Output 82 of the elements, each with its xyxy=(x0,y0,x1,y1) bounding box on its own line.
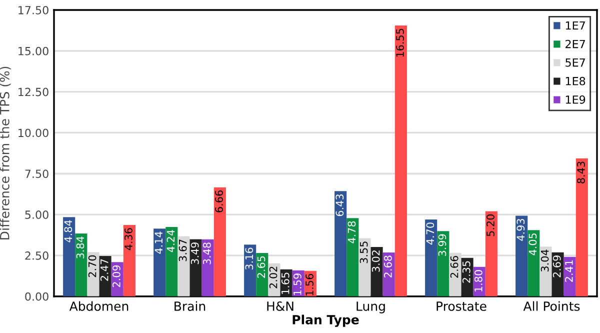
bar xyxy=(576,158,588,296)
bar xyxy=(370,246,383,296)
bar xyxy=(99,256,112,296)
bar xyxy=(190,239,202,296)
bar xyxy=(346,218,359,296)
data-label: 3.04 xyxy=(540,250,549,272)
data-label: 1.59 xyxy=(293,274,302,295)
y-tick-label: 2.50 xyxy=(25,251,48,260)
bar xyxy=(334,191,347,296)
data-label: 3.99 xyxy=(438,234,446,256)
data-label: 2.65 xyxy=(257,256,266,278)
data-label: 3.49 xyxy=(190,242,199,264)
data-label: 3.67 xyxy=(178,240,187,262)
bar xyxy=(63,217,76,296)
data-label: 4.93 xyxy=(516,218,525,241)
bar xyxy=(540,246,552,296)
data-label: 1.56 xyxy=(306,274,314,296)
data-label: 2.70 xyxy=(88,255,96,278)
bar xyxy=(123,225,136,296)
legend-label: 1E7 xyxy=(566,21,585,30)
bar xyxy=(528,230,540,296)
data-label: 8.43 xyxy=(577,162,585,184)
data-label: 1.65 xyxy=(281,272,290,294)
data-label: 2.69 xyxy=(552,256,561,278)
bar xyxy=(244,244,256,296)
data-label: 3.02 xyxy=(372,250,380,272)
y-tick-label: 12.50 xyxy=(18,88,48,96)
bar xyxy=(75,234,88,296)
legend-label: 1E8 xyxy=(566,76,586,86)
legend-label: 5E7 xyxy=(566,58,585,67)
bar xyxy=(394,26,407,296)
data-label: 6.66 xyxy=(215,190,223,212)
data-label: 2.68 xyxy=(384,256,392,278)
data-label: 4.05 xyxy=(528,233,537,256)
data-label: 4.84 xyxy=(64,220,72,242)
x-tick-label: Brain xyxy=(174,301,206,311)
data-label: 2.41 xyxy=(564,260,573,282)
y-tick-label: 17.50 xyxy=(18,6,48,14)
data-label: 2.35 xyxy=(462,261,470,283)
data-label: 3.16 xyxy=(245,248,254,270)
data-label: 2.66 xyxy=(450,256,458,278)
legend-label: 2E7 xyxy=(566,40,585,48)
data-label: 3.84 xyxy=(76,236,84,258)
data-label: 5.20 xyxy=(486,214,494,236)
x-tick-label: Prostate xyxy=(436,302,486,311)
bar xyxy=(437,231,450,296)
x-tick-label: H&N xyxy=(267,301,294,311)
data-label: 4.14 xyxy=(154,232,162,254)
bar xyxy=(516,216,528,296)
data-label: 2.09 xyxy=(112,265,120,288)
bar xyxy=(485,211,498,296)
data-label: 16.55 xyxy=(396,28,404,57)
x-tick-label: All Points xyxy=(523,301,580,311)
y-tick-label: 7.50 xyxy=(25,170,48,178)
data-label: 2.47 xyxy=(100,259,108,281)
bar xyxy=(358,238,371,296)
data-label: 3.48 xyxy=(202,242,211,264)
x-tick-label: Lung xyxy=(356,302,385,314)
y-tick-label: 5.00 xyxy=(25,210,48,219)
y-axis-title: Difference from the TPS (%) xyxy=(0,66,11,240)
y-tick-label: 0.00 xyxy=(25,292,48,301)
data-label: 2.02 xyxy=(269,266,278,288)
data-label: 4.70 xyxy=(426,222,434,245)
data-label: 4.24 xyxy=(166,230,175,252)
bar xyxy=(178,236,190,296)
data-label: 3.55 xyxy=(360,242,368,264)
x-axis-title: Plan Type xyxy=(292,314,359,327)
bar xyxy=(214,187,226,296)
x-tick-label: Abdomen xyxy=(69,301,128,311)
bar xyxy=(268,263,280,296)
bar xyxy=(166,226,178,296)
bar xyxy=(564,256,576,296)
data-label: 4.78 xyxy=(348,221,356,244)
bar xyxy=(425,219,438,296)
y-tick-label: 10.00 xyxy=(18,128,48,138)
data-label: 1.80 xyxy=(474,270,482,292)
data-label: 4.36 xyxy=(124,228,132,250)
data-label: 6.43 xyxy=(336,194,344,216)
y-tick-label: 15.00 xyxy=(18,46,48,56)
bar xyxy=(202,239,214,296)
bar xyxy=(154,228,166,296)
legend-label: 1E9 xyxy=(566,95,586,104)
